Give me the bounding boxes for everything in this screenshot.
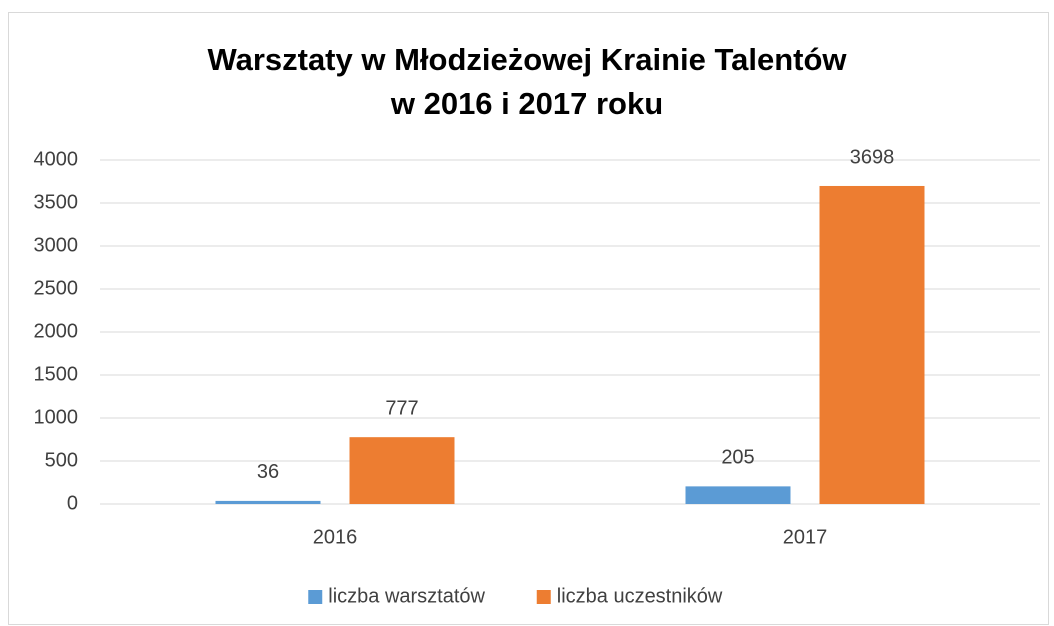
- y-tick-label: 500: [45, 449, 78, 471]
- y-tick-label: 3000: [34, 234, 79, 256]
- bar: [819, 185, 925, 505]
- y-tick-label: 4000: [34, 148, 79, 170]
- legend-label: liczba uczestników: [557, 585, 723, 607]
- y-tick-label: 2500: [34, 277, 79, 299]
- y-tick-label: 1500: [34, 363, 79, 385]
- data-label: 205: [721, 447, 754, 469]
- bar: [685, 486, 791, 504]
- x-tick-label: 2016: [313, 526, 358, 548]
- data-label: 777: [385, 397, 418, 419]
- data-label: 3698: [850, 146, 895, 168]
- legend-swatch: [536, 590, 551, 604]
- bar: [215, 500, 321, 504]
- bar: [349, 437, 455, 504]
- chart-title: Warsztaty w Młodzieżowej Krainie Talentó…: [207, 42, 847, 77]
- x-tick-label: 2017: [783, 526, 828, 548]
- legend-swatch: [308, 590, 323, 604]
- y-tick-label: 2000: [34, 320, 79, 342]
- y-tick-label: 3500: [34, 191, 79, 213]
- chart-title: w 2016 i 2017 roku: [390, 86, 663, 121]
- data-label: 36: [257, 461, 279, 483]
- y-tick-label: 0: [67, 492, 78, 514]
- legend-label: liczba warsztatów: [328, 585, 485, 607]
- y-tick-label: 1000: [34, 406, 79, 428]
